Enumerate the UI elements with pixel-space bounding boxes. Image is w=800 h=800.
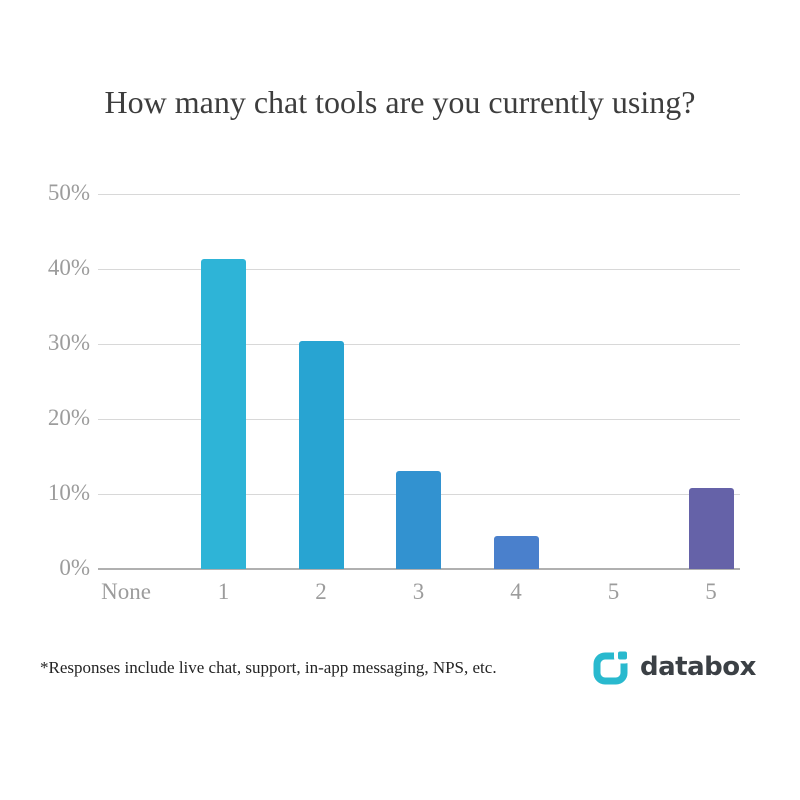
- gridline-30: [98, 344, 740, 345]
- x-tick-label-4-idx4: 4: [510, 579, 522, 604]
- x-tick-label-none-idx0: None: [101, 579, 151, 604]
- databox-icon: [593, 648, 631, 685]
- bar-category-5-idx6: [688, 488, 734, 569]
- bar-category-1-idx1: [201, 259, 246, 569]
- gridline-40: [98, 269, 740, 270]
- bar-category-3-idx3: [396, 470, 441, 569]
- bar-category-4-idx4: [493, 536, 539, 569]
- x-tick-label-1-idx1: 1: [217, 579, 230, 604]
- gridline-50: [98, 194, 740, 195]
- x-tick-label-5-idx6: 5: [705, 579, 717, 604]
- y-tick-label-20%: 20%: [47, 405, 90, 430]
- y-tick-label-10%: 10%: [47, 480, 90, 505]
- databox-logo: databox: [593, 648, 756, 685]
- y-tick-label-50%: 50%: [47, 180, 90, 205]
- y-tick-label-30%: 30%: [47, 330, 90, 355]
- bar-category-2-idx2: [298, 341, 344, 569]
- footnote: *Responses include live chat, support, i…: [40, 658, 497, 677]
- y-tick-label-0%: 0%: [59, 555, 90, 580]
- gridline-20: [98, 419, 740, 420]
- databox-wordmark: databox: [640, 651, 756, 682]
- x-tick-label-2-idx2: 2: [315, 579, 327, 604]
- chart-title: How many chat tools are you currently us…: [104, 84, 696, 120]
- x-tick-label-5-idx5: 5: [607, 579, 620, 604]
- x-axis-line: [98, 568, 740, 570]
- x-tick-label-3-idx3: 3: [412, 579, 425, 604]
- y-tick-label-40%: 40%: [47, 255, 90, 280]
